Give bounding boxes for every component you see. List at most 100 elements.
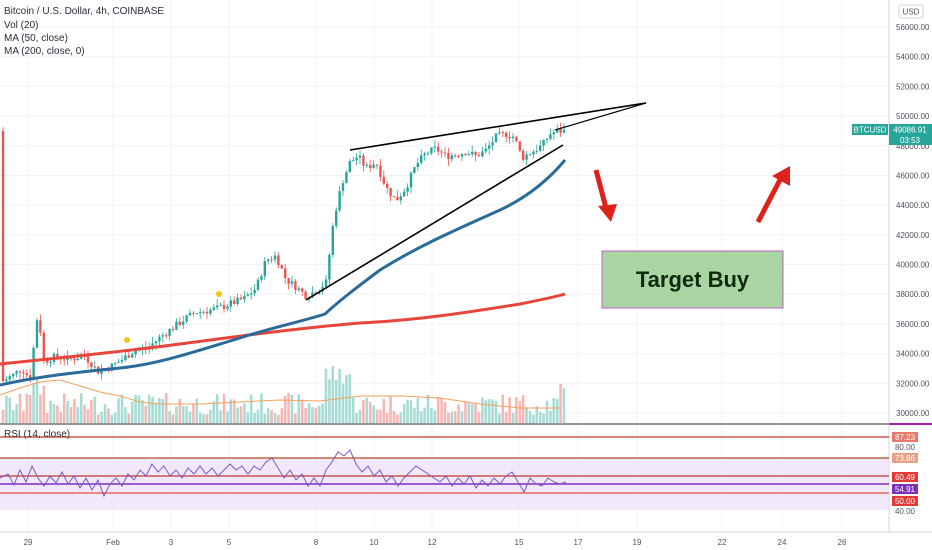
time-tick-label: 22 xyxy=(718,538,727,547)
price-tick-label: 48000.00 xyxy=(896,142,930,151)
volume-bar xyxy=(222,393,226,423)
volume-bar xyxy=(355,413,358,423)
candle xyxy=(552,129,555,140)
volume-bar xyxy=(277,414,280,423)
volume-bar xyxy=(260,393,263,423)
target-buy-label: Target Buy xyxy=(635,266,750,292)
volume-bar xyxy=(375,409,379,423)
volume-bar xyxy=(229,399,233,423)
volume-bar xyxy=(396,414,399,423)
volume-bar xyxy=(436,397,440,423)
candle xyxy=(345,170,348,184)
candle xyxy=(518,141,521,153)
candle xyxy=(386,181,389,194)
volume-bar xyxy=(181,406,185,423)
candlesticks xyxy=(1,122,566,383)
volume-bar xyxy=(154,402,158,423)
volume-bar xyxy=(192,403,195,423)
volume-bar xyxy=(49,400,52,423)
volume-bar xyxy=(195,398,199,423)
volume-bar xyxy=(399,412,403,423)
volume-bar xyxy=(392,410,396,423)
volume-bar xyxy=(334,380,338,423)
rsi-line xyxy=(0,449,567,498)
candle xyxy=(545,138,549,144)
volume-bar xyxy=(280,408,284,423)
price-tick-label: 52000.00 xyxy=(896,82,930,91)
time-tick-label: 29 xyxy=(24,538,33,547)
volume-bar xyxy=(18,393,22,423)
volume-bar xyxy=(311,407,314,423)
volume-bar xyxy=(107,408,110,423)
candle xyxy=(49,359,52,368)
chart-title: Bitcoin / U.S. Dollar, 4h, COINBASE xyxy=(4,6,165,17)
indicator-ma50[interactable]: MA (50, close) xyxy=(4,33,68,44)
volume-bar xyxy=(440,398,443,423)
volume-bar xyxy=(205,414,209,423)
candle xyxy=(416,157,419,172)
volume-bar xyxy=(528,411,532,423)
candle xyxy=(348,158,351,173)
rsi-title[interactable]: RSI (14, close) xyxy=(4,429,71,440)
volume-bar xyxy=(535,406,539,423)
volume-bar xyxy=(382,399,386,423)
candle xyxy=(375,164,379,169)
volume-bar xyxy=(79,393,83,423)
time-tick-label: 15 xyxy=(515,538,524,547)
volume-bar xyxy=(450,411,454,423)
candle xyxy=(209,307,212,316)
volume-bar xyxy=(358,409,362,423)
candle xyxy=(440,149,443,158)
volume-bar xyxy=(56,405,59,423)
volume-bar xyxy=(141,400,144,423)
volume-bar xyxy=(345,375,348,423)
volume-bar xyxy=(307,403,311,423)
volume-bar xyxy=(423,407,426,423)
candle xyxy=(450,152,453,162)
volume-bar xyxy=(549,410,552,423)
symbol-badge: BTCUSD xyxy=(854,126,887,135)
price-tick-label: 34000.00 xyxy=(896,350,930,359)
candle xyxy=(382,170,385,186)
volume-bar xyxy=(73,398,76,423)
volume-bar xyxy=(297,394,301,423)
candle xyxy=(273,251,277,263)
volume-bar xyxy=(379,409,382,423)
candle xyxy=(488,140,491,155)
candle xyxy=(423,151,426,161)
volume-bar xyxy=(243,403,246,423)
candle xyxy=(175,318,178,331)
volume-bar xyxy=(52,404,56,423)
candle xyxy=(301,287,304,297)
price-tick-label: 36000.00 xyxy=(896,320,930,329)
volume-bar xyxy=(372,405,375,423)
volume-bar xyxy=(66,400,69,423)
candle xyxy=(216,299,219,310)
indicator-ma200[interactable]: MA (200, close, 0) xyxy=(4,46,85,57)
volume-bar xyxy=(545,400,549,423)
volume-bar xyxy=(185,405,188,423)
svg-text:73.86: 73.86 xyxy=(895,454,916,463)
currency-button[interactable] xyxy=(898,4,924,19)
candle xyxy=(379,158,382,182)
candle xyxy=(505,131,508,143)
indicator-volume[interactable]: Vol (20) xyxy=(4,20,39,31)
candle xyxy=(100,364,103,380)
volume-bar xyxy=(113,412,117,423)
candle xyxy=(290,276,294,288)
volume-bar xyxy=(69,407,73,423)
candle xyxy=(522,148,525,163)
candle xyxy=(256,277,260,292)
candle xyxy=(178,317,181,327)
volume-bar xyxy=(501,394,505,423)
candle xyxy=(222,300,226,313)
candle xyxy=(188,309,192,316)
candle xyxy=(5,376,8,382)
volume-bar xyxy=(494,400,498,423)
price-tick-label: 56000.00 xyxy=(896,23,930,32)
candle xyxy=(542,139,545,152)
candle xyxy=(559,122,562,137)
volume-bar xyxy=(124,407,127,423)
candle xyxy=(562,123,566,134)
